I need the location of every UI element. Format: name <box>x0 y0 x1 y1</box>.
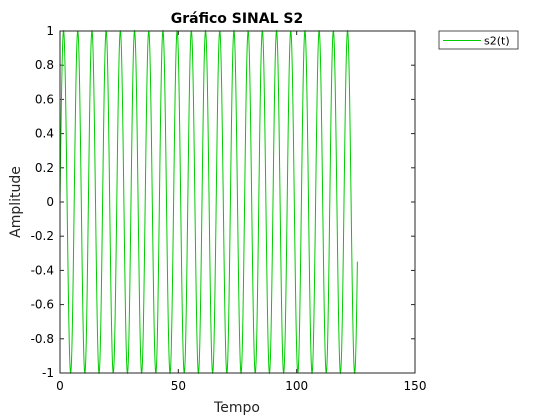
x-tick-label: 50 <box>171 379 186 393</box>
series-group <box>59 29 358 375</box>
chart-title: Gráfico SINAL S2 <box>171 11 303 27</box>
axes-box <box>59 30 416 374</box>
y-tick-label: 0.2 <box>35 161 54 175</box>
y-tick-label: 0.8 <box>35 58 54 72</box>
y-tick-label: 0 <box>46 195 54 209</box>
x-axis-label: Tempo <box>213 400 260 416</box>
y-tick-label: -0.6 <box>31 298 54 312</box>
y-axis-label: Amplitude <box>8 166 24 238</box>
legend-label-s2: s2(t) <box>484 35 510 48</box>
ticks-group: -1 -0.8 -0.6 -0.4 -0.2 0 0.2 0.4 0.6 0.8 1 0 50 100 15… <box>31 24 427 393</box>
y-tick-label: 0.4 <box>35 127 54 141</box>
y-tick-label: -0.2 <box>31 229 54 243</box>
y-tick-label: -0.8 <box>31 332 54 346</box>
legend: s2(t) <box>438 30 519 50</box>
x-tick-label: 0 <box>56 379 64 393</box>
series-line-s2 <box>59 29 358 375</box>
y-tick-label: 0.6 <box>35 92 54 106</box>
x-tick-label: 150 <box>404 379 427 393</box>
x-tick-label: 100 <box>285 379 308 393</box>
y-tick-label: 1 <box>46 24 54 38</box>
y-tick-label: -1 <box>42 366 54 380</box>
y-tick-label: -0.4 <box>31 263 54 277</box>
